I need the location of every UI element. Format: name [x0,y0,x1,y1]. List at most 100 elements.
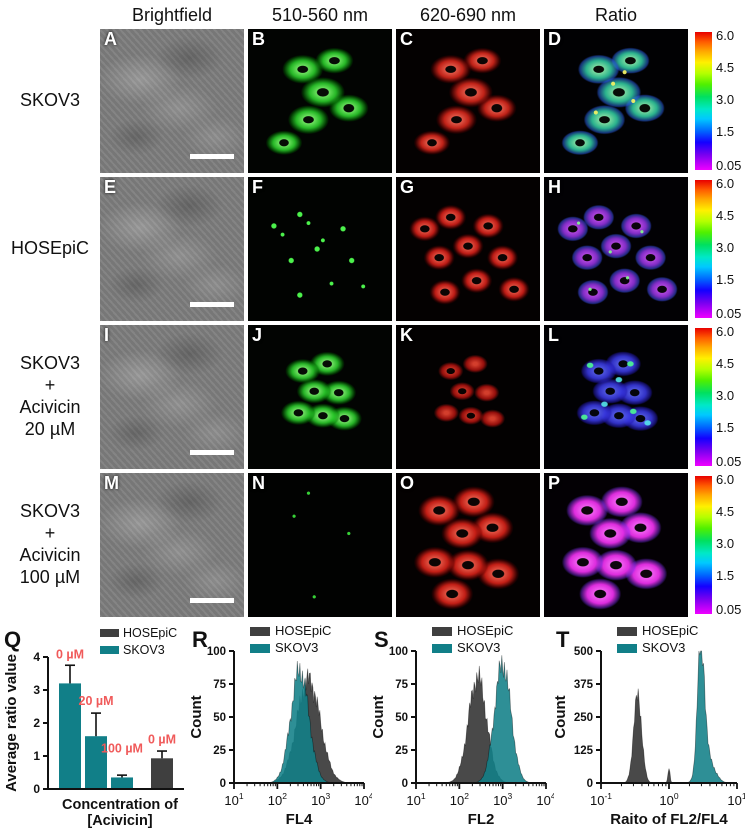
svg-text:375: 375 [574,679,594,691]
figure-row-skov3: SKOV3 A B C D 6.0 4.5 3.0 1.5 0.05 [0,28,745,173]
panel-J-green-channel: J [248,325,392,469]
row-label-skov3-acivicin-100: SKOV3 + Acivicin 100 µM [19,501,81,587]
svg-text:0: 0 [33,782,40,796]
svg-text:1: 1 [33,749,40,763]
svg-text:SKOV3: SKOV3 [642,640,685,655]
panel-P-ratio: P [544,473,688,617]
row-label-hosepic: HOSEpiC [10,238,90,259]
colorbar-tick: 6.0 [716,472,735,487]
colorbar-tick: 4.5 [716,356,735,371]
svg-text:Count: Count [190,695,205,738]
panel-letter-G: G [400,177,415,197]
svg-text:Concentration of: Concentration of [62,797,178,813]
ratio-colorbar: 6.0 4.5 3.0 1.5 0.05 [692,28,745,173]
colorbar-tick: 0.05 [716,158,742,173]
colorbar-tick: 3.0 [716,92,735,107]
svg-text:101: 101 [727,791,745,808]
figure-row-skov3-acivicin-20: SKOV3 + Acivicin 20 µM I J K L 6.0 4.5 3… [0,324,745,469]
svg-text:101: 101 [224,791,243,808]
svg-text:104: 104 [536,791,554,808]
panel-letter-N: N [252,473,265,493]
panel-O-red-channel: O [396,473,540,617]
row-label-skov3-acivicin-20: SKOV3 + Acivicin 20 µM [19,353,81,439]
colorbar-tick: 4.5 [716,504,735,519]
colorbar-tick-labels: 6.0 4.5 3.0 1.5 0.05 [716,176,745,321]
panel-M-brightfield: M [100,473,244,617]
panel-letter-O: O [400,473,415,493]
colorbar-tick: 4.5 [716,208,735,223]
svg-text:250: 250 [574,712,593,724]
svg-text:25: 25 [395,745,408,757]
panel-C-red-channel: C [396,29,540,173]
bar-chart-Q-average-ratio: 0 µM 20 µM 100 µM 0 µM 0 1 2 3 4 HOSEpiC SKOV3 Q Ave… [0,621,190,829]
svg-text:100: 100 [389,646,408,658]
panel-letter-F: F [252,177,263,197]
svg-text:T: T [556,627,570,652]
svg-text:102: 102 [268,791,287,808]
column-headers: Brightfield 510-560 nm 620-690 nm Ratio [0,0,745,29]
panel-L-ratio: L [544,325,688,469]
histogram-R-FL4: 0 25 50 75 100 101 102 103 104 HOSEpiC SKOV3 R Count… [188,621,374,828]
svg-text:125: 125 [574,745,594,757]
colorbar-tick: 3.0 [716,388,735,403]
svg-text:Average ratio value: Average ratio value [3,654,20,792]
svg-text:0: 0 [402,778,408,790]
colorbar-tick: 0.05 [716,602,742,617]
panel-D-ratio: D [544,29,688,173]
svg-text:S: S [374,627,389,652]
ratio-colorbar: 6.0 4.5 3.0 1.5 0.05 [692,472,745,617]
colorbar-tick: 6.0 [716,176,735,191]
svg-text:20 µM: 20 µM [79,694,114,708]
ratio-colorbar: 6.0 4.5 3.0 1.5 0.05 [692,324,745,469]
svg-text:R: R [192,627,208,652]
colorbar-gradient [695,476,712,614]
chart-svg-S: 0 25 50 75 100 101 102 103 104 HOSEpiC SKOV3 S Count… [370,623,556,828]
colorbar-tick: 4.5 [716,60,735,75]
svg-text:0 µM: 0 µM [56,648,84,662]
row-label-skov3: SKOV3 [19,90,81,111]
scale-bar [190,450,234,455]
panel-E-brightfield: E [100,177,244,321]
panel-G-red-channel: G [396,177,540,321]
charts-row: 0 µM 20 µM 100 µM 0 µM 0 1 2 3 4 HOSEpiC SKOV3 Q Ave… [0,621,745,829]
colorbar-tick: 0.05 [716,306,742,321]
panel-letter-K: K [400,325,413,345]
colorbar-tick: 1.5 [716,568,735,583]
svg-text:SKOV3: SKOV3 [457,640,500,655]
colorbar-gradient [695,32,712,170]
colorbar-tick-labels: 6.0 4.5 3.0 1.5 0.05 [716,28,745,173]
svg-text:[Acivicin]: [Acivicin] [87,813,152,828]
panel-letter-L: L [548,325,559,345]
panel-letter-H: H [548,177,561,197]
scale-bar [190,154,234,159]
colorbar-tick-labels: 6.0 4.5 3.0 1.5 0.05 [716,472,745,617]
column-header-620-690: 620-690 nm [419,5,517,25]
svg-text:FL4: FL4 [286,811,313,828]
svg-text:SKOV3: SKOV3 [123,643,165,657]
svg-text:HOSEpiC: HOSEpiC [123,626,177,640]
colorbar-tick: 1.5 [716,420,735,435]
colorbar-tick-labels: 6.0 4.5 3.0 1.5 0.05 [716,324,745,469]
svg-text:2: 2 [33,716,40,730]
column-header-510-560: 510-560 nm [271,5,369,25]
colorbar-tick: 6.0 [716,28,735,43]
colorbar-gradient [695,328,712,466]
figure-row-hosepic: HOSEpiC E F G H 6.0 4.5 3.0 1.5 0.05 [0,176,745,321]
panel-letter-I: I [104,325,110,345]
colorbar-tick: 3.0 [716,240,735,255]
panel-letter-C: C [400,29,413,49]
svg-text:100: 100 [207,646,226,658]
svg-text:HOSEpiC: HOSEpiC [642,623,698,638]
svg-text:101: 101 [406,791,425,808]
svg-text:75: 75 [395,679,408,691]
panel-N-green-channel: N [248,473,392,617]
panel-B-green-channel: B [248,29,392,173]
panel-letter-A: A [104,29,117,49]
colorbar-gradient [695,180,712,318]
scale-bar [190,302,234,307]
histogram-S-FL2: 0 25 50 75 100 101 102 103 104 HOSEpiC SKOV3 S Count… [370,621,556,828]
panel-F-green-channel: F [248,177,392,321]
panel-letter-M: M [104,473,119,493]
svg-text:3: 3 [33,683,40,697]
